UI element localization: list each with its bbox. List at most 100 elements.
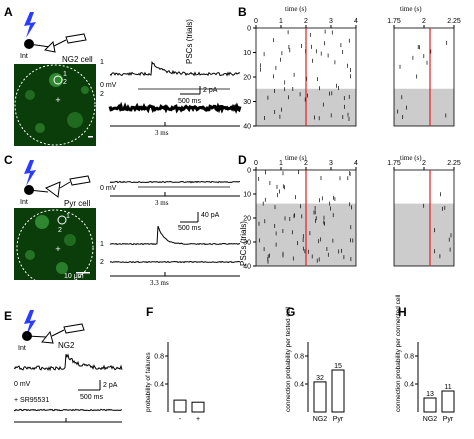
schematic-a: Int NG2 cell xyxy=(20,12,93,64)
zero-mv-a: 0 mV xyxy=(100,82,117,89)
x-tick-label: 2 xyxy=(304,160,308,167)
y-axis-label: connection probability per tested cell xyxy=(285,306,292,412)
category-label: Pyr xyxy=(333,416,344,423)
panel-letter-d: D xyxy=(238,153,247,167)
x-tick-label: 2.25 xyxy=(447,160,461,167)
ng2-cell-icon xyxy=(43,40,56,53)
int-label-a: Int xyxy=(20,53,28,60)
y-tick-label: 0.4 xyxy=(404,382,414,389)
time-label-left-d: time (s) xyxy=(285,154,307,162)
y-tick-label: 40 xyxy=(243,264,251,271)
bar-data-label: 15 xyxy=(334,363,342,370)
x-tick-label: 3 xyxy=(329,18,333,25)
micro-mark-2-c: 2 xyxy=(58,227,62,234)
y-tick-label: 0 xyxy=(247,168,251,175)
cell-label-c: Pyr cell xyxy=(64,199,90,208)
lightning-icon xyxy=(24,160,36,186)
raster-b-right: 1.75 2 2.25 xyxy=(387,18,461,127)
bar xyxy=(173,399,187,413)
x-tick-label: 2 xyxy=(422,18,426,25)
y-tick-label: 30 xyxy=(243,240,251,247)
panel-a: A Int NG2 cell + 1 2 xyxy=(4,5,242,146)
trace-label-2-a: 2 xyxy=(100,91,104,98)
scalebar-ms-a: 500 ms xyxy=(178,98,201,105)
electrode-icon xyxy=(69,175,91,186)
y-tick-label: 0.8 xyxy=(294,354,304,361)
y-tick-label: 0.8 xyxy=(154,354,164,361)
bar xyxy=(423,397,437,413)
panel-letter: G xyxy=(286,305,295,319)
trace-label-1-c: 1 xyxy=(100,241,104,248)
svg-text:+: + xyxy=(55,95,60,105)
y-tick-label: 10 xyxy=(243,192,251,199)
x-tick-label: 1.75 xyxy=(387,18,401,25)
ylabel-b: PSCs (trials) xyxy=(185,19,194,64)
traces-c: 0 mV 3 ms 40 pA 500 ms 1 2 3.3 ms xyxy=(100,180,241,287)
bar xyxy=(441,390,455,413)
x-tick-label: 2 xyxy=(304,18,308,25)
y-tick-label: 0 xyxy=(247,26,251,33)
zero-mv-c: 0 mV xyxy=(100,185,117,192)
panel-letter: H xyxy=(398,305,407,319)
panel-c: C Int Pyr cell + 1 2 10 μm 0 xyxy=(4,153,241,287)
micro-scale-c: 10 μm xyxy=(64,273,84,280)
schematic-c: Int Pyr cell xyxy=(20,160,91,208)
panel-e: E Int NG2 0 mV 2 pA 500 ms + SR95531 xyxy=(4,309,123,423)
x-tick-label: 4 xyxy=(354,18,358,25)
panel-letter-a: A xyxy=(4,5,13,19)
bar xyxy=(313,381,327,413)
cell-label-e: NG2 xyxy=(58,341,75,350)
micrograph-c: + 1 2 10 μm xyxy=(14,208,96,287)
y-tick-label: 0.4 xyxy=(154,382,164,389)
x-tick-label: 1 xyxy=(279,18,283,25)
time-label-top-c: 3 ms xyxy=(155,199,169,207)
x-tick-label: 0 xyxy=(254,160,258,167)
scalebar-pa-e: 2 pA xyxy=(103,382,118,389)
category-label: NG2 xyxy=(423,416,438,423)
panel-letter-c: C xyxy=(4,153,13,167)
time-label-right-d: time (s) xyxy=(400,154,422,162)
x-tick-label: 1.75 xyxy=(387,160,401,167)
time-label-bottom-c: 3.3 ms xyxy=(150,279,169,287)
panel-b: B PSCs (trials) time (s) time (s) 0 1 2 3 40… xyxy=(185,5,461,131)
y-axis-label: probability of failures xyxy=(145,352,152,412)
panel-letter: F xyxy=(146,305,153,319)
category-label: Pyr xyxy=(443,416,454,423)
x-tick-label: 2.25 xyxy=(447,18,461,25)
panel-d: D PSCs (trials) time (s) time (s) 0 1 2 3 40… xyxy=(238,153,461,271)
y-tick-label: 20 xyxy=(243,216,251,223)
category-label: NG2 xyxy=(313,416,328,423)
drug-label-e: + SR95531 xyxy=(14,397,49,404)
x-tick-label: 3 xyxy=(329,160,333,167)
ylabel-d: PSCs (trials) xyxy=(239,221,248,266)
micro-mark-1-a: 1 xyxy=(63,71,67,78)
category-label: + xyxy=(196,416,200,423)
panel-letter-b: B xyxy=(238,5,247,19)
x-tick-label: 0 xyxy=(254,18,258,25)
y-tick-label: 0.8 xyxy=(404,354,414,361)
raster-d-right: 1.75 2 2.25 xyxy=(387,160,461,267)
micrograph-a: + 1 2 xyxy=(14,64,96,146)
traces-a: 1 2 0 mV 2 pA 500 ms 3 ms xyxy=(100,59,242,137)
scalebar-ms-c: 500 ms xyxy=(178,225,201,232)
bar xyxy=(331,369,345,413)
trace-label-1-a: 1 xyxy=(100,59,104,66)
scalebar-ms-e: 500 ms xyxy=(80,394,103,401)
time-label-left-b: time (s) xyxy=(285,5,307,13)
pyr-cell-icon xyxy=(45,181,61,198)
zero-mv-e: 0 mV xyxy=(14,381,31,388)
int-label-c: Int xyxy=(20,199,28,206)
y-tick-label: 20 xyxy=(243,75,251,82)
electrode-icon xyxy=(65,33,87,44)
shaded-region xyxy=(394,203,454,266)
x-tick-label: 4 xyxy=(354,160,358,167)
y-axis-label: connection probability per connected cel… xyxy=(395,294,402,412)
svg-text:+: + xyxy=(55,244,60,254)
trace-label-2-c: 2 xyxy=(100,259,104,266)
